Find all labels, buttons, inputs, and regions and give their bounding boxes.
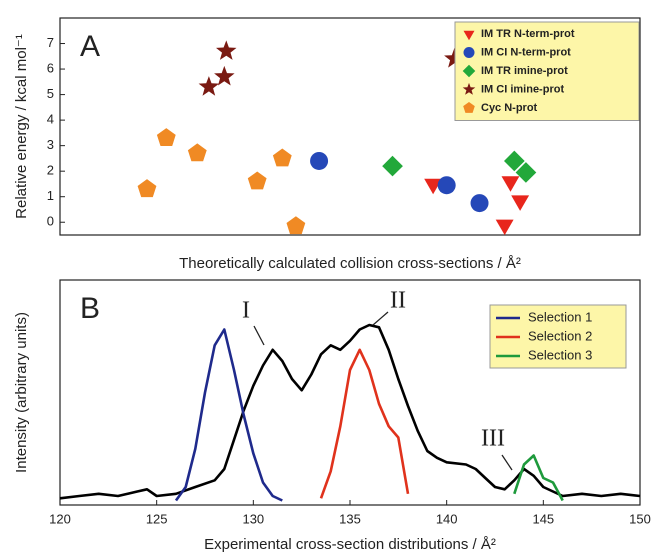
x-tick-label: 150 bbox=[629, 511, 651, 526]
data-point bbox=[156, 128, 176, 146]
x-tick-label: 135 bbox=[339, 511, 361, 526]
legend-box bbox=[454, 21, 640, 121]
y-tick-label: 1 bbox=[47, 188, 54, 203]
data-point bbox=[444, 48, 465, 68]
data-point bbox=[310, 151, 329, 170]
annotation: II bbox=[390, 288, 406, 314]
data-point bbox=[286, 216, 306, 235]
data-point bbox=[501, 176, 520, 192]
line-series bbox=[319, 348, 410, 499]
legend-label: IM TR imine-prot bbox=[481, 65, 568, 77]
y-tick-label: 0 bbox=[47, 214, 54, 229]
legend-label: IM CI N-term-prot bbox=[481, 46, 571, 58]
x-tick-label: 120 bbox=[49, 511, 71, 526]
x-tick-label: 140 bbox=[436, 511, 458, 526]
data-point bbox=[272, 148, 292, 167]
legend-label: Selection 2 bbox=[528, 328, 592, 343]
data-point bbox=[216, 40, 237, 60]
y-tick-label: 2 bbox=[47, 163, 54, 178]
data-point bbox=[504, 150, 525, 172]
annotation-leader bbox=[372, 311, 389, 326]
line-series bbox=[174, 328, 283, 502]
data-point bbox=[470, 194, 489, 213]
data-point bbox=[437, 176, 456, 195]
y-tick-label: 6 bbox=[47, 60, 54, 75]
y-axis-title: Intensity (arbitrary units) bbox=[13, 312, 30, 473]
x-axis-title: Theoretically calculated collision cross… bbox=[179, 255, 521, 272]
data-point bbox=[495, 219, 514, 236]
legend-label: Selection 3 bbox=[528, 347, 592, 362]
data-point bbox=[515, 162, 537, 183]
legend-marker bbox=[463, 102, 475, 113]
line-series bbox=[513, 454, 564, 502]
panel-label: A bbox=[80, 30, 100, 63]
data-point bbox=[187, 143, 207, 162]
data-point bbox=[198, 76, 220, 96]
y-tick-label: 5 bbox=[47, 86, 54, 101]
line-series bbox=[59, 323, 641, 500]
legend-marker bbox=[462, 64, 476, 78]
data-point bbox=[137, 179, 157, 198]
data-point bbox=[511, 195, 530, 211]
y-tick-label: 7 bbox=[47, 35, 54, 50]
legend-box bbox=[489, 304, 627, 369]
legend-label: Cyc N-prot bbox=[481, 102, 538, 114]
annotation-leader bbox=[253, 325, 265, 346]
y-tick-label: 3 bbox=[47, 137, 54, 152]
annotation: I bbox=[242, 298, 250, 324]
data-point bbox=[247, 171, 267, 190]
legend-marker bbox=[463, 30, 475, 41]
plot-frame bbox=[59, 17, 641, 236]
data-point bbox=[424, 178, 443, 195]
annotation-leader bbox=[501, 454, 513, 471]
legend-label: IM CI imine-prot bbox=[481, 83, 564, 95]
x-tick-label: 145 bbox=[532, 511, 554, 526]
annotation: III bbox=[481, 426, 505, 452]
legend-marker bbox=[462, 82, 476, 95]
y-tick-label: 4 bbox=[47, 112, 54, 127]
legend-marker bbox=[463, 47, 475, 59]
data-point bbox=[214, 65, 235, 86]
x-tick-label: 125 bbox=[146, 511, 168, 526]
data-point bbox=[382, 155, 403, 177]
legend-label: Selection 1 bbox=[528, 309, 592, 324]
legend-label: IM TR N-term-prot bbox=[481, 28, 575, 40]
x-tick-label: 130 bbox=[242, 511, 264, 526]
y-axis-title: Relative energy / kcal mol⁻¹ bbox=[13, 34, 30, 219]
panel-label: B bbox=[80, 292, 100, 325]
x-axis-title: Experimental cross-section distributions… bbox=[204, 536, 496, 553]
